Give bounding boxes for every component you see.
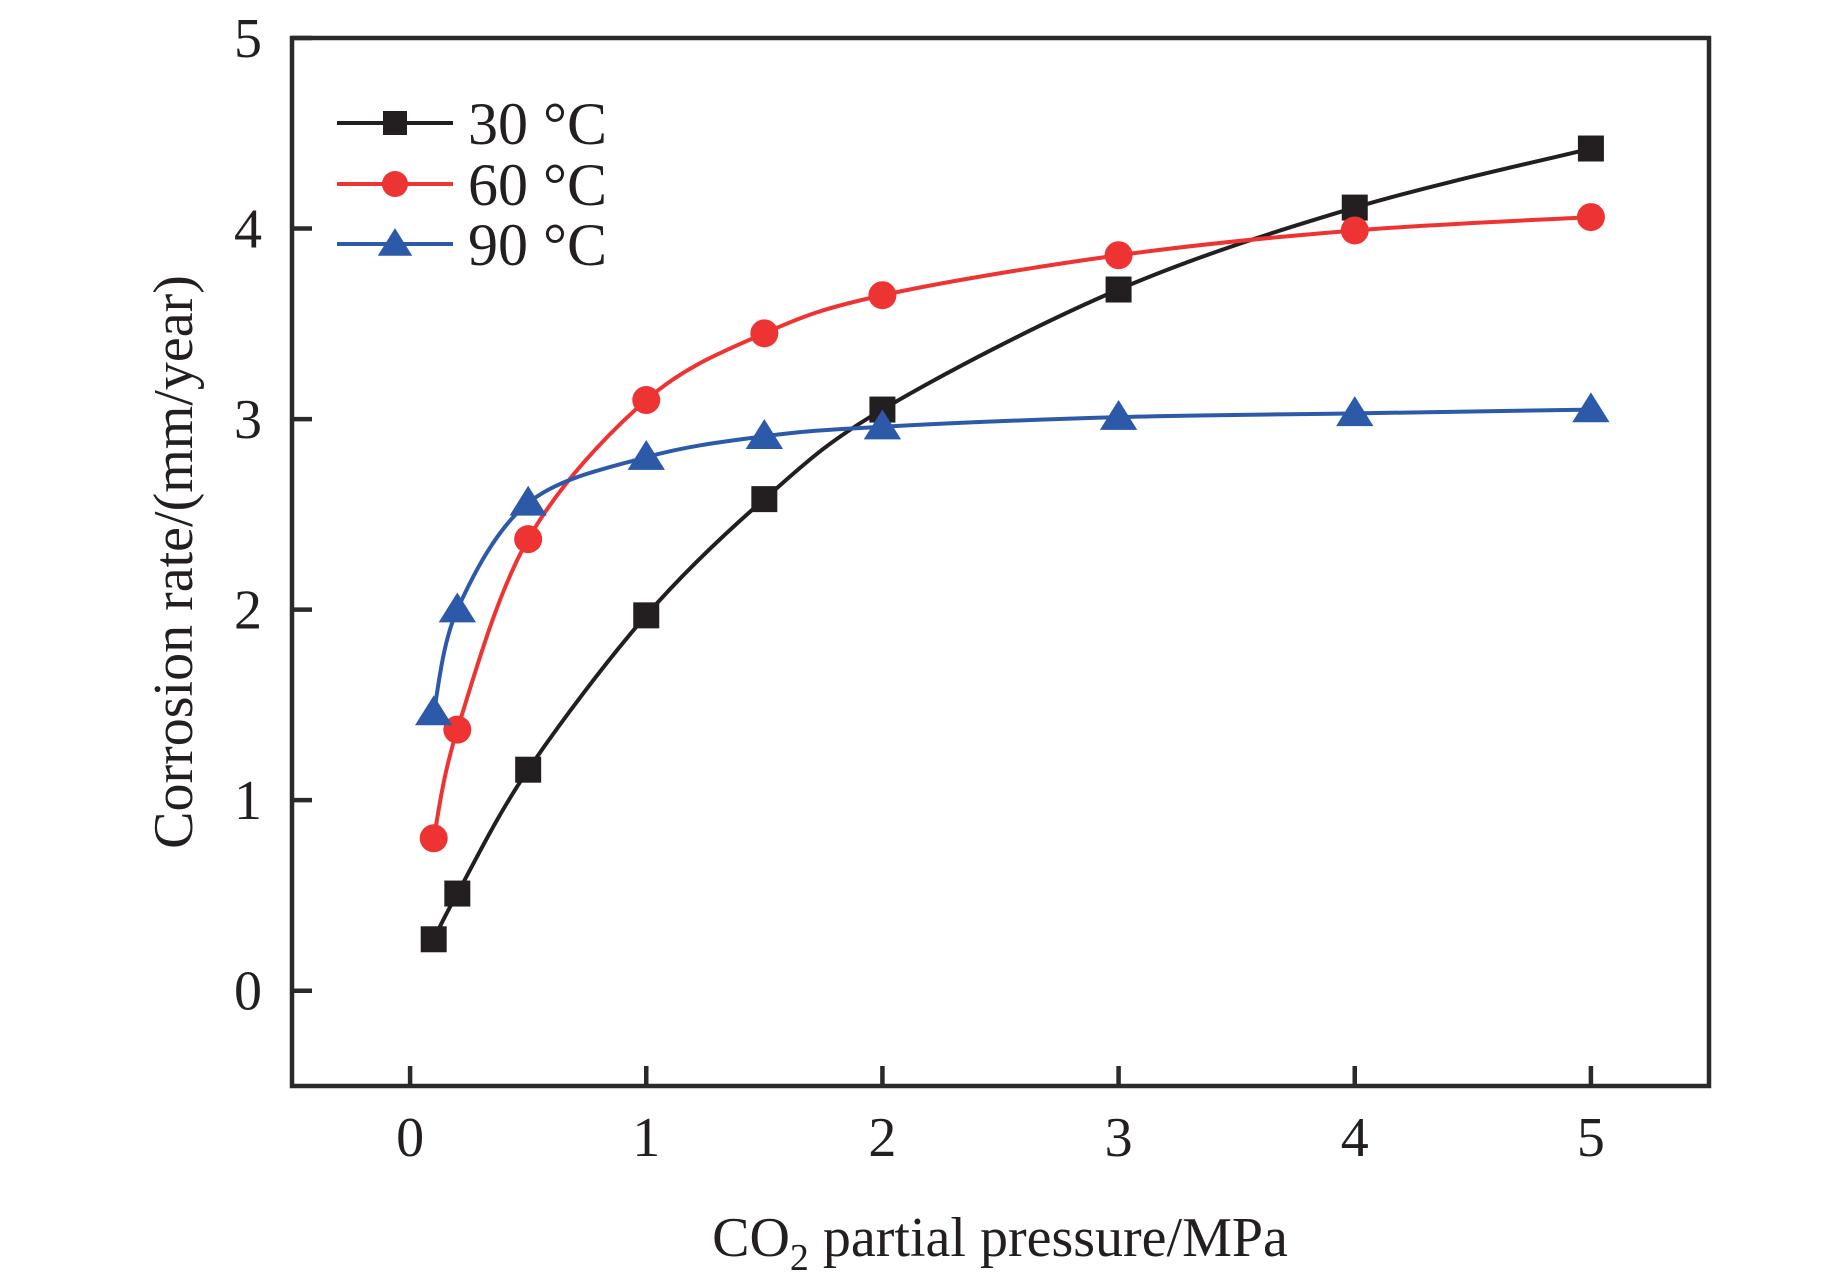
data-point-circle	[868, 281, 897, 310]
data-point-square	[633, 602, 660, 629]
data-point-triangle	[1099, 399, 1138, 430]
data-point-square	[1105, 276, 1132, 303]
y-tick-labels: 0 1 2 3 4 5	[234, 8, 262, 1023]
legend-marker-triangle	[377, 228, 413, 256]
data-point-circle	[632, 386, 661, 415]
data-point-circle	[1104, 241, 1133, 270]
x-tick-labels: 0 1 2 3 4 5	[396, 1107, 1605, 1169]
series-line	[431, 146, 1592, 941]
y-tick-label: 4	[234, 199, 262, 261]
legend: 30 °C60 °C90 °C	[337, 91, 607, 278]
data-point-circle	[1576, 203, 1605, 232]
x-axis-title: CO2 partial pressure/MPa	[712, 1207, 1288, 1279]
y-tick-label: 1	[234, 770, 262, 832]
series-square	[420, 135, 1604, 953]
series-circle	[419, 203, 1605, 853]
data-point-square	[1577, 135, 1604, 162]
data-point-triangle	[415, 695, 453, 726]
data-point-square	[515, 756, 542, 783]
x-tick-label: 2	[868, 1107, 896, 1169]
data-point-triangle	[745, 419, 784, 449]
ticks-layer	[292, 35, 1594, 1086]
x-tick-label: 3	[1105, 1107, 1133, 1169]
x-axis-title-post: partial pressure/MPa	[809, 1207, 1288, 1269]
x-axis-title-subscript: 2	[790, 1237, 809, 1279]
data-point-circle	[514, 525, 543, 554]
data-point-square	[751, 486, 778, 513]
data-point-triangle	[1572, 392, 1610, 423]
data-point-square	[420, 926, 447, 953]
x-tick-label: 1	[632, 1107, 660, 1169]
y-axis-title: Corrosion rate/(mm/year)	[143, 275, 205, 849]
series-layer	[415, 135, 1610, 953]
y-tick-label: 0	[234, 961, 262, 1023]
series-triangle	[415, 392, 1610, 726]
plot-frame	[289, 35, 1712, 1089]
y-tick-label: 3	[234, 389, 262, 451]
legend-marker-circle	[382, 171, 408, 197]
y-tick-label: 2	[234, 580, 262, 642]
legend-marker-square	[383, 111, 407, 135]
x-tick-label: 0	[396, 1107, 424, 1169]
data-point-circle	[1340, 216, 1369, 245]
data-point-square	[444, 880, 471, 907]
plot-area	[289, 35, 1712, 1089]
data-point-circle	[419, 824, 448, 853]
legend-label: 30 °C	[468, 91, 607, 157]
legend-item: 60 °C	[337, 152, 607, 218]
legend-item: 30 °C	[337, 91, 607, 157]
y-tick-label: 5	[234, 8, 262, 70]
legend-item: 90 °C	[337, 212, 607, 278]
legend-label: 90 °C	[468, 212, 607, 278]
x-axis-title-pre: CO	[712, 1207, 790, 1269]
data-point-triangle	[627, 440, 665, 470]
data-point-square	[1341, 194, 1368, 221]
series-line	[431, 407, 1591, 713]
data-point-triangle	[438, 592, 477, 623]
x-tick-label: 4	[1341, 1107, 1369, 1169]
data-point-triangle	[863, 409, 902, 440]
legend-label: 60 °C	[468, 152, 607, 218]
data-point-triangle	[509, 485, 547, 516]
data-point-triangle	[1336, 396, 1374, 427]
series-line	[431, 215, 1592, 839]
data-point-circle	[750, 319, 779, 348]
x-tick-label: 5	[1577, 1107, 1605, 1169]
